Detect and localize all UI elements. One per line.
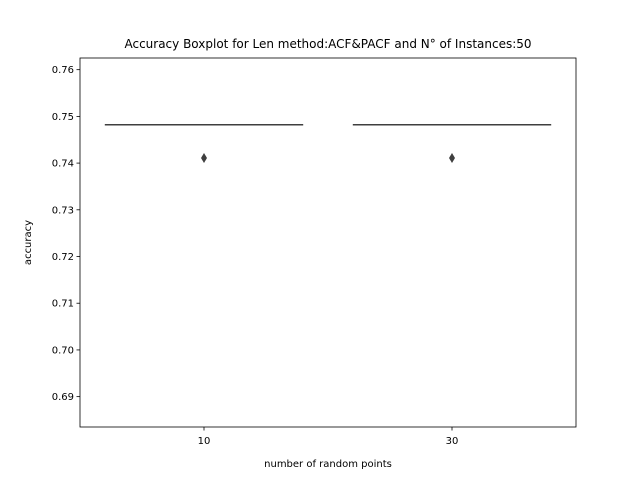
y-tick-label: 0.69 (52, 392, 74, 403)
boxes (104, 124, 552, 163)
y-axis-label: accuracy (23, 220, 34, 265)
x-tick-label: 30 (446, 436, 459, 447)
plot-area (79, 57, 577, 428)
chart-title: Accuracy Boxplot for Len method:ACF&PACF… (124, 37, 531, 51)
x-axis: 10 30 (198, 427, 459, 447)
x-tick-label: 10 (198, 436, 211, 447)
y-tick-label: 0.73 (52, 205, 74, 216)
outlier-point (449, 152, 455, 163)
y-tick-label: 0.74 (52, 159, 74, 170)
y-tick-label: 0.71 (52, 299, 74, 310)
y-axis: 0.69 0.70 0.71 0.72 0.73 0.74 0.75 0.76 (52, 65, 80, 403)
y-tick-label: 0.70 (52, 345, 74, 356)
outlier-point (201, 152, 207, 163)
box-30 (352, 124, 552, 163)
y-tick-label: 0.76 (52, 65, 74, 76)
box-10 (104, 124, 304, 163)
y-tick-label: 0.72 (52, 252, 74, 263)
y-tick-label: 0.75 (52, 112, 74, 123)
x-axis-label: number of random points (264, 459, 392, 470)
